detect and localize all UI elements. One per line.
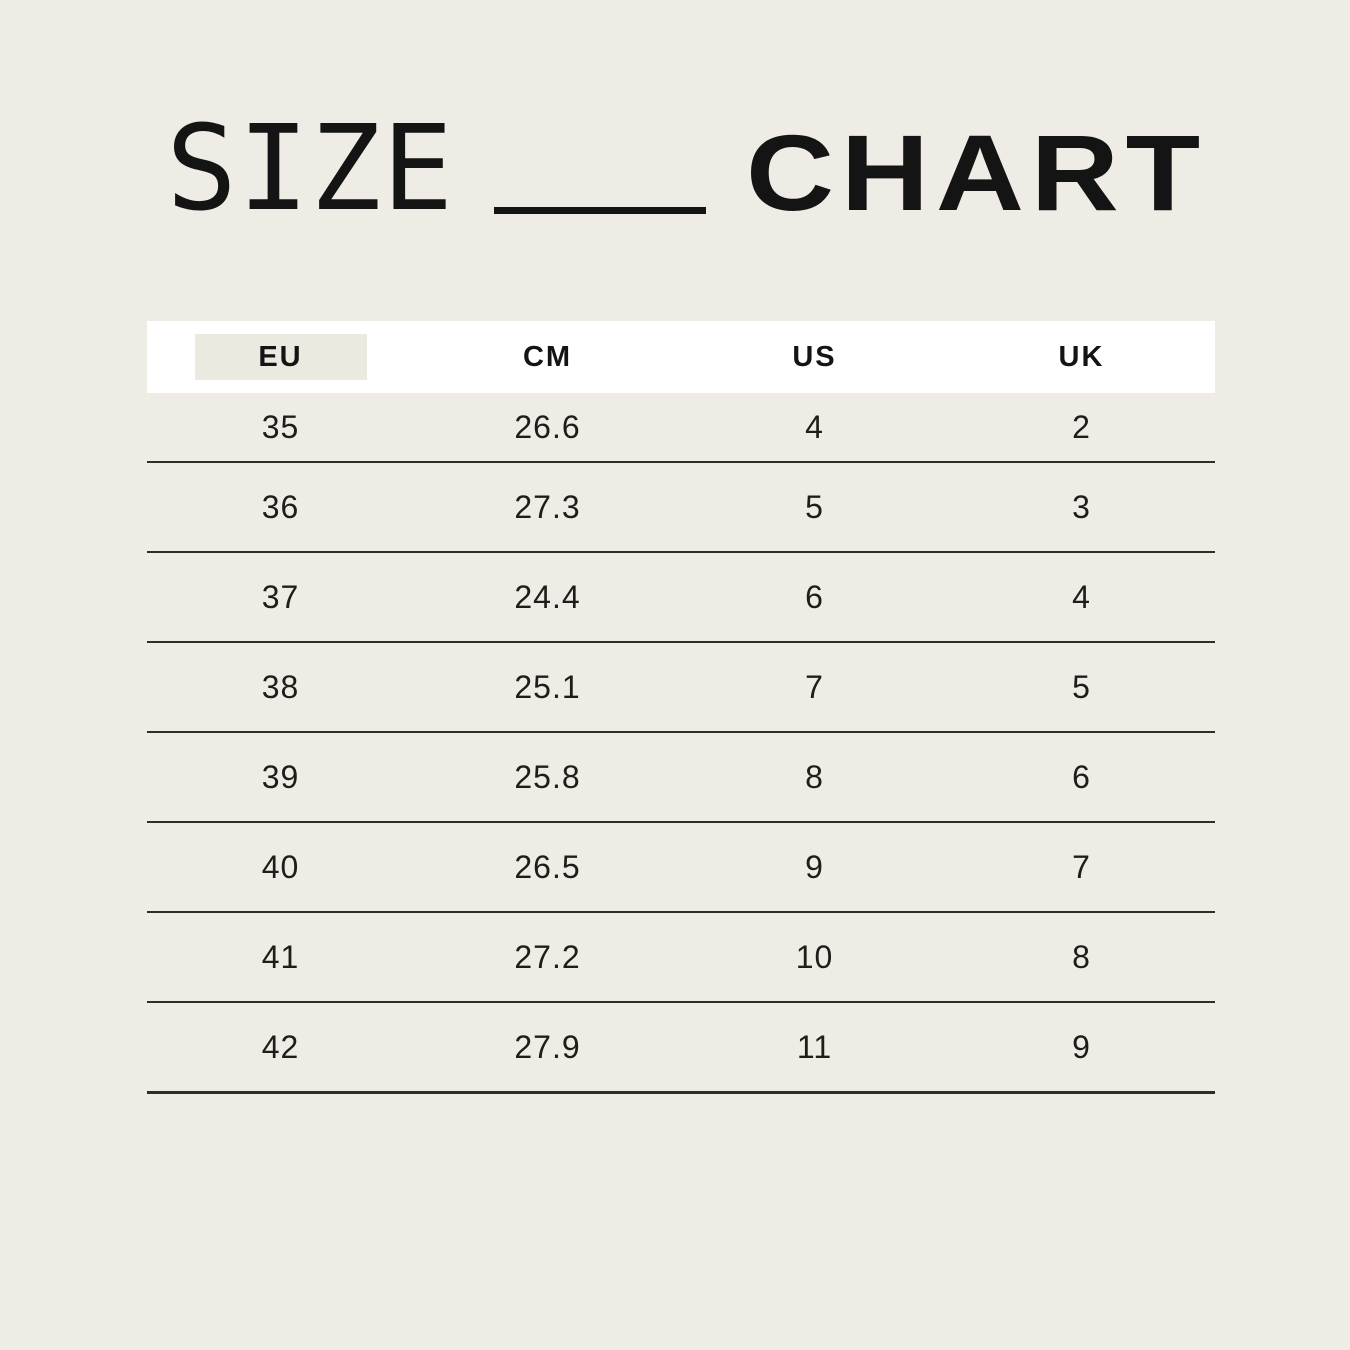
cell-cm: 27.2 bbox=[514, 938, 581, 975]
cell-uk: 6 bbox=[1072, 758, 1091, 795]
table-row: 39 25.8 8 6 bbox=[147, 733, 1215, 823]
table-row: 36 27.3 5 3 bbox=[147, 463, 1215, 553]
cell-us: 11 bbox=[796, 1028, 833, 1065]
cell-uk: 5 bbox=[1072, 668, 1091, 705]
table-row: 38 25.1 7 5 bbox=[147, 643, 1215, 733]
cell-uk: 9 bbox=[1072, 1028, 1091, 1065]
cell-uk: 3 bbox=[1072, 488, 1091, 525]
cell-us: 10 bbox=[795, 938, 834, 975]
size-conversion-table: EU CM US UK 35 26.6 4 2 36 27.3 5 3 37 2… bbox=[147, 321, 1215, 1094]
cell-us: 5 bbox=[805, 488, 824, 525]
header-label-eu: EU bbox=[258, 340, 303, 373]
page-title: SIZE CHART bbox=[166, 99, 1200, 237]
cell-us: 6 bbox=[805, 578, 824, 615]
cell-cm: 24.4 bbox=[514, 578, 581, 615]
table-header-row: EU CM US UK bbox=[147, 321, 1215, 393]
cell-eu: 42 bbox=[261, 1028, 300, 1065]
cell-eu: 37 bbox=[261, 578, 300, 615]
cell-uk: 4 bbox=[1072, 578, 1091, 615]
cell-us: 9 bbox=[805, 848, 824, 885]
cell-eu: 39 bbox=[261, 758, 300, 795]
header-cell-us: US bbox=[792, 340, 837, 373]
cell-eu: 40 bbox=[261, 848, 300, 885]
cell-cm: 26.5 bbox=[514, 848, 581, 885]
header-cell-uk: UK bbox=[1058, 340, 1105, 373]
cell-us: 4 bbox=[805, 408, 824, 445]
cell-uk: 2 bbox=[1072, 408, 1091, 445]
table-row: 40 26.5 9 7 bbox=[147, 823, 1215, 913]
table-row: 37 24.4 6 4 bbox=[147, 553, 1215, 643]
cell-uk: 7 bbox=[1072, 848, 1091, 885]
cell-eu: 38 bbox=[261, 668, 300, 705]
cell-uk: 8 bbox=[1072, 938, 1091, 975]
cell-us: 7 bbox=[805, 668, 824, 705]
cell-cm: 27.3 bbox=[514, 488, 581, 525]
cell-cm: 25.1 bbox=[514, 668, 581, 705]
cell-cm: 26.6 bbox=[514, 408, 581, 445]
title-divider-line bbox=[494, 207, 707, 215]
cell-us: 8 bbox=[805, 758, 824, 795]
table-row: 42 27.9 11 9 bbox=[147, 1003, 1215, 1094]
eu-highlight-box: EU bbox=[194, 334, 367, 380]
cell-eu: 35 bbox=[261, 408, 300, 445]
cell-eu: 36 bbox=[261, 488, 300, 525]
header-cell-cm: CM bbox=[522, 340, 573, 373]
title-word-chart: CHART bbox=[746, 111, 1208, 233]
cell-cm: 25.8 bbox=[514, 758, 581, 795]
cell-cm: 27.9 bbox=[514, 1028, 581, 1065]
table-row: 41 27.2 10 8 bbox=[147, 913, 1215, 1003]
table-row: 35 26.6 4 2 bbox=[147, 393, 1215, 463]
title-word-size: SIZE bbox=[166, 99, 455, 237]
header-cell-eu: EU bbox=[194, 334, 367, 380]
cell-eu: 41 bbox=[261, 938, 300, 975]
